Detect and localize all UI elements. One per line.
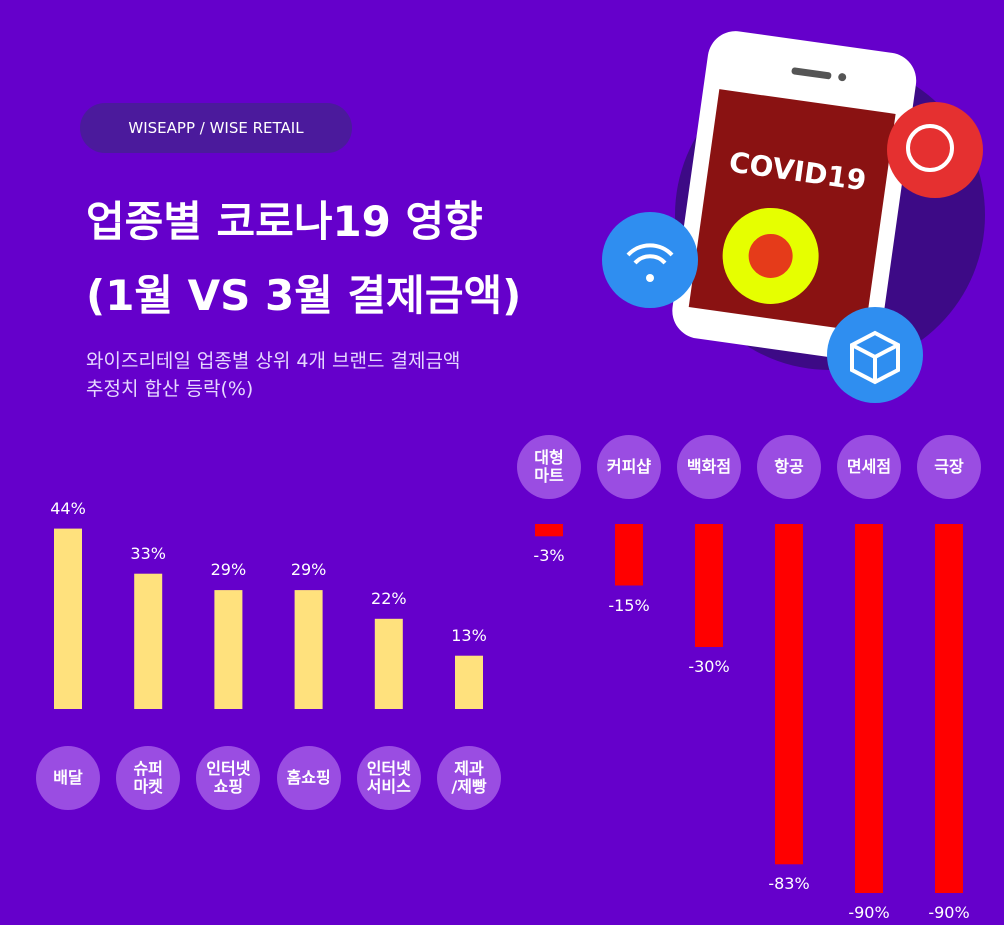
- bar: [54, 529, 82, 709]
- title: 업종별 코로나19 영향: [86, 188, 483, 249]
- value-label: -3%: [509, 546, 589, 565]
- value-label: 44%: [28, 499, 108, 518]
- value-label: 22%: [349, 589, 429, 608]
- bar: [615, 524, 643, 586]
- category-label: 인터넷 쇼핑: [196, 746, 260, 810]
- phone-illustration: COVID19: [602, 28, 985, 403]
- bar: [295, 590, 323, 709]
- value-label: 29%: [269, 560, 349, 579]
- bar: [375, 619, 403, 709]
- subtitle: 와이즈리테일 업종별 상위 4개 브랜드 결제금액: [86, 346, 460, 373]
- value-label: -90%: [829, 903, 909, 922]
- category-label: 백화점: [677, 435, 741, 499]
- value-label: 33%: [108, 544, 188, 563]
- category-label: 면세점: [837, 435, 901, 499]
- badge: WISEAPP / WISE RETAIL: [80, 103, 352, 153]
- bar: [695, 524, 723, 647]
- bar: [775, 524, 803, 864]
- category-label: 홈쇼핑: [277, 746, 341, 810]
- category-label: 커피샵: [597, 435, 661, 499]
- infographic: COVID19 WISEAPP / WISE RETAIL 업종별 코로나19 …: [0, 0, 1004, 925]
- category-label: 슈퍼 마켓: [116, 746, 180, 810]
- category-label: 배달: [36, 746, 100, 810]
- value-label: 29%: [188, 560, 268, 579]
- category-label: 제과 /제빵: [437, 746, 501, 810]
- subtitle: 추정치 합산 등락(%): [86, 374, 253, 401]
- value-label: -90%: [909, 903, 989, 922]
- bar: [214, 590, 242, 709]
- category-label: 항공: [757, 435, 821, 499]
- category-label: 대형 마트: [517, 435, 581, 499]
- bar: [535, 524, 563, 536]
- value-label: 13%: [429, 626, 509, 645]
- bar: [134, 574, 162, 709]
- value-label: -83%: [749, 874, 829, 893]
- category-label: 인터넷 서비스: [357, 746, 421, 810]
- value-label: -15%: [589, 596, 669, 615]
- value-label: -30%: [669, 657, 749, 676]
- title: (1월 VS 3월 결제금액): [86, 262, 521, 323]
- bar: [455, 656, 483, 709]
- bar: [935, 524, 963, 893]
- bar: [855, 524, 883, 893]
- category-label: 극장: [917, 435, 981, 499]
